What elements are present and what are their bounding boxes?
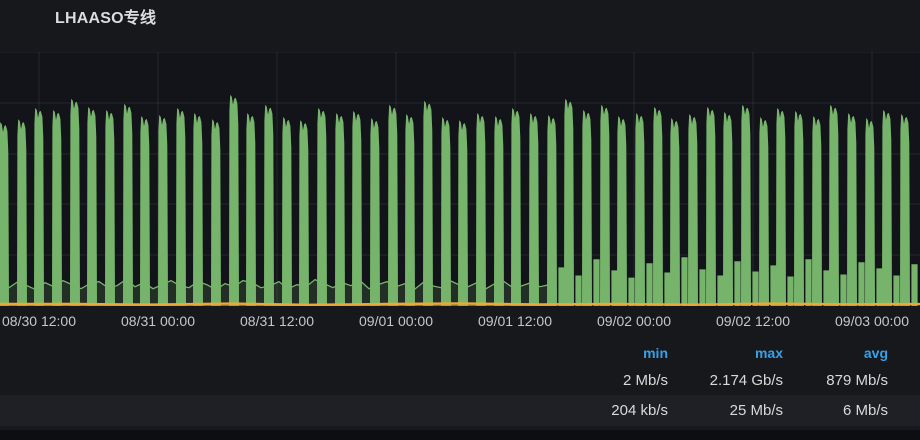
x-axis: 08/30 12:00 08/31 00:00 08/31 12:00 09/0…	[0, 313, 920, 333]
legend-row-series-1: 2 Mb/s 2.174 Gb/s 879 Mb/s	[0, 365, 920, 395]
x-tick-label: 09/02 12:00	[716, 313, 790, 329]
timeseries-plot[interactable]	[0, 52, 920, 306]
x-tick-label: 09/01 00:00	[359, 313, 433, 329]
x-tick-label: 08/30 12:00	[2, 313, 76, 329]
legend-row-series-2: 204 kb/s 25 Mb/s 6 Mb/s	[0, 395, 920, 426]
x-tick-label: 09/02 00:00	[597, 313, 671, 329]
stat-avg-value: 6 Mb/s	[842, 402, 888, 419]
stat-avg-value: 879 Mb/s	[826, 371, 888, 389]
x-tick-label: 08/31 00:00	[121, 313, 195, 329]
legend-header-row: min max avg	[0, 341, 920, 365]
legend-table: min max avg 2 Mb/s 2.174 Gb/s 879 Mb/s 2…	[0, 341, 920, 426]
panel-title[interactable]: LHAASO专线	[55, 10, 157, 27]
x-tick-label: 08/31 12:00	[240, 313, 314, 329]
legend-sort-max[interactable]: max	[754, 345, 783, 361]
x-tick-label: 09/03 00:00	[835, 313, 909, 329]
traffic-area-chart[interactable]	[0, 52, 920, 306]
stat-max-value: 2.174 Gb/s	[709, 371, 783, 389]
stat-min-value: 204 kb/s	[611, 402, 668, 419]
legend-sort-min[interactable]: min	[643, 345, 668, 361]
legend-sort-avg[interactable]: avg	[863, 345, 888, 361]
stat-min-value: 2 Mb/s	[622, 371, 668, 389]
stat-max-value: 25 Mb/s	[729, 402, 783, 419]
x-tick-label: 09/01 12:00	[478, 313, 552, 329]
panel-bottom-edge	[0, 430, 920, 440]
